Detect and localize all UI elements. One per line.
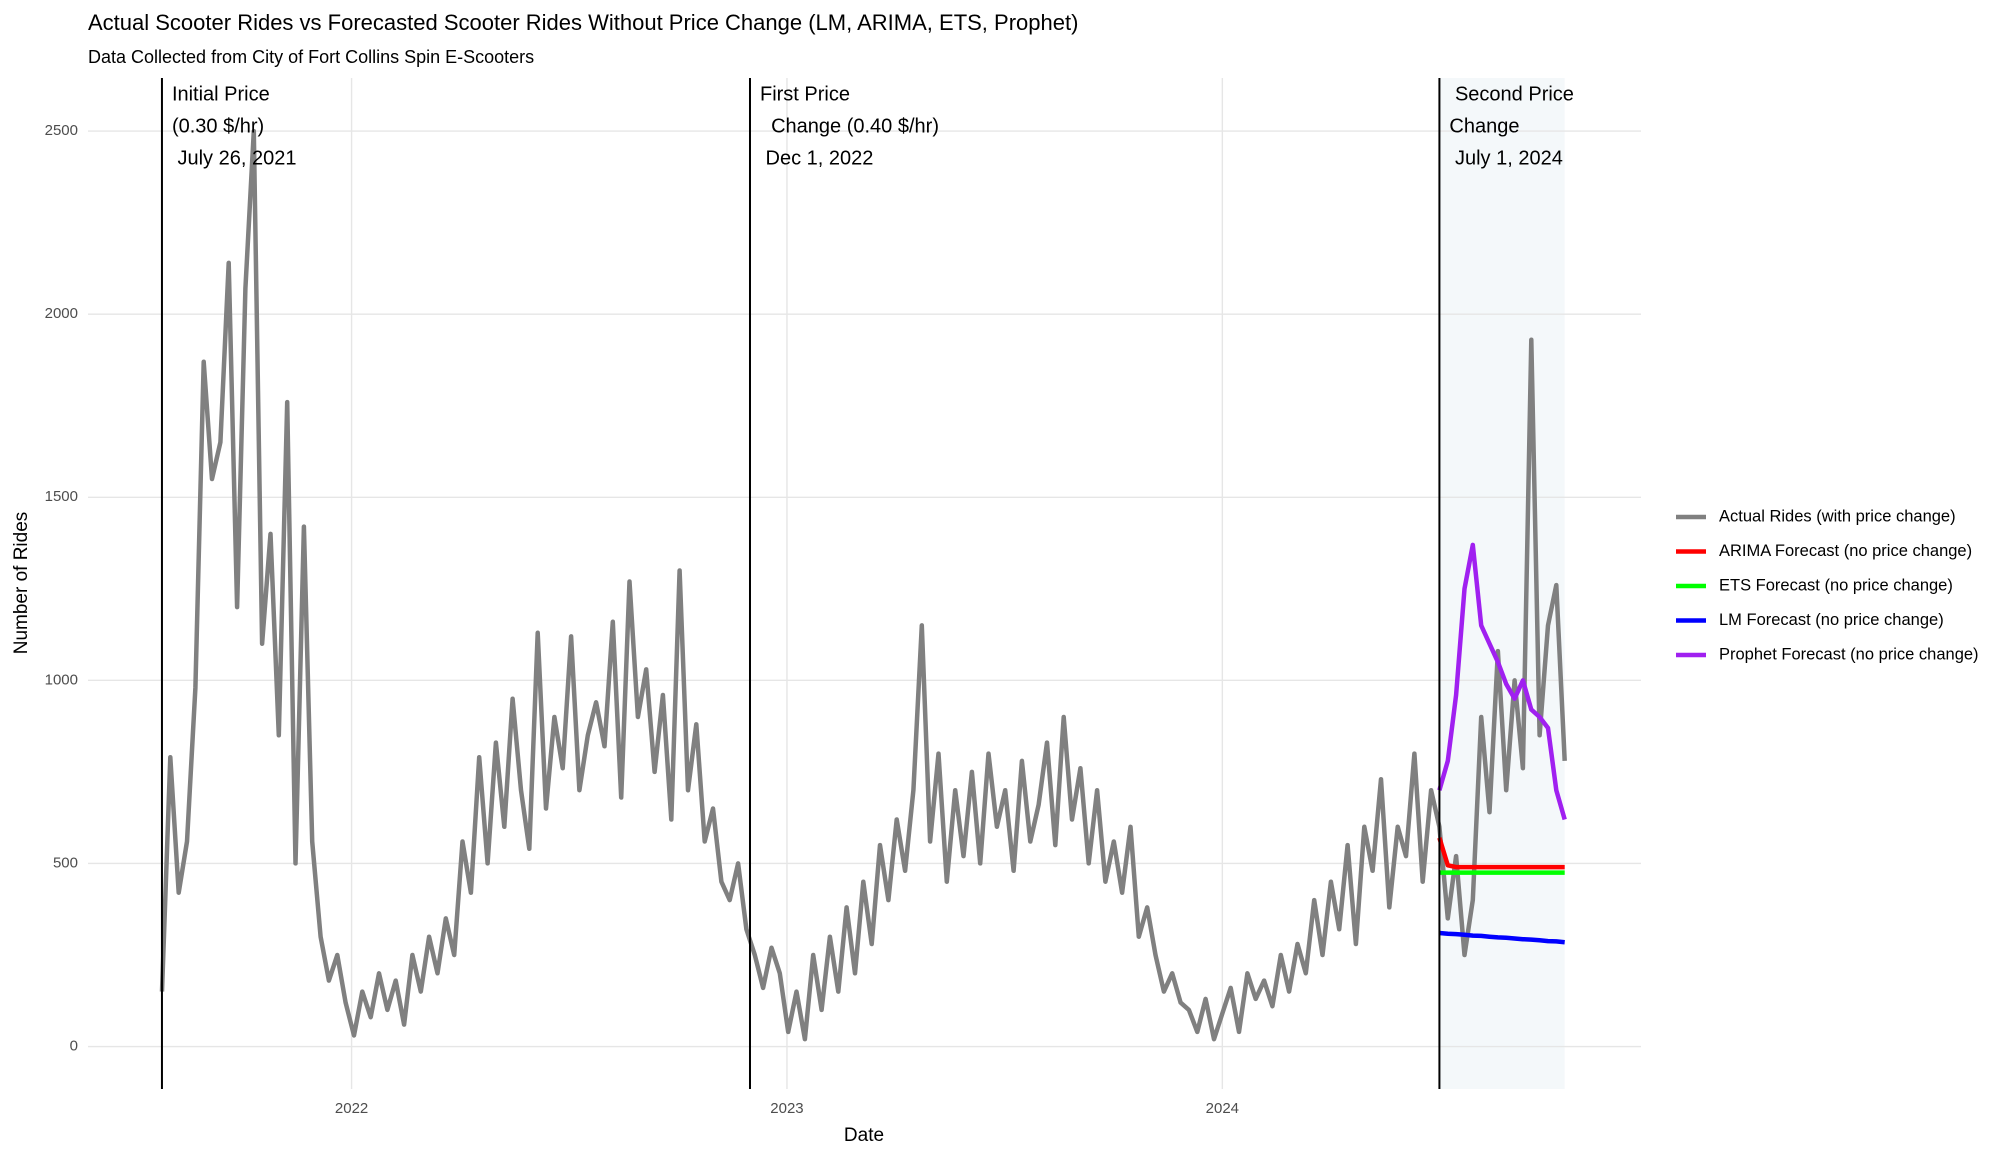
x-axis-label: Date [844,1125,884,1146]
legend-label: Prophet Forecast (no price change) [1719,645,1979,663]
legend-label: LM Forecast (no price change) [1719,611,1944,629]
y-tick-label: 2500 [45,122,78,139]
annotation-text: (0.30 $/hr) [172,115,264,137]
y-tick-label: 1500 [45,488,78,505]
series-line [1437,542,1567,821]
annotation-text: July 1, 2024 [1449,147,1562,169]
x-tick-label: 2024 [1206,1100,1239,1117]
x-tick-label: 2022 [335,1100,368,1117]
chart-subtitle: Data Collected from City of Fort Collins… [88,47,534,67]
annotation-text: Change [1449,115,1519,137]
series-line [1437,837,1565,870]
y-tick-label: 1000 [45,671,78,688]
annotation-text: First Price [760,83,850,105]
annotation-text: Second Price [1449,83,1574,105]
annotation-text: Dec 1, 2022 [760,147,873,169]
y-tick-label: 0 [70,1037,78,1054]
x-tick-label: 2023 [770,1100,803,1117]
legend-label: ARIMA Forecast (no price change) [1719,542,1972,560]
y-tick-label: 2000 [45,305,78,322]
annotation-text: Initial Price [172,83,270,105]
chart-title: Actual Scooter Rides vs Forecasted Scoot… [88,10,1078,35]
annotation-text: Change (0.40 $/hr) [760,115,939,137]
series-line [159,128,1567,1042]
y-axis-label: Number of Rides [11,512,32,655]
legend-label: Actual Rides (with price change) [1719,507,1956,525]
legend-label: ETS Forecast (no price change) [1719,576,1953,594]
annotation-text: July 26, 2021 [172,147,297,169]
y-tick-label: 500 [53,854,78,871]
series-line [1439,930,1565,945]
